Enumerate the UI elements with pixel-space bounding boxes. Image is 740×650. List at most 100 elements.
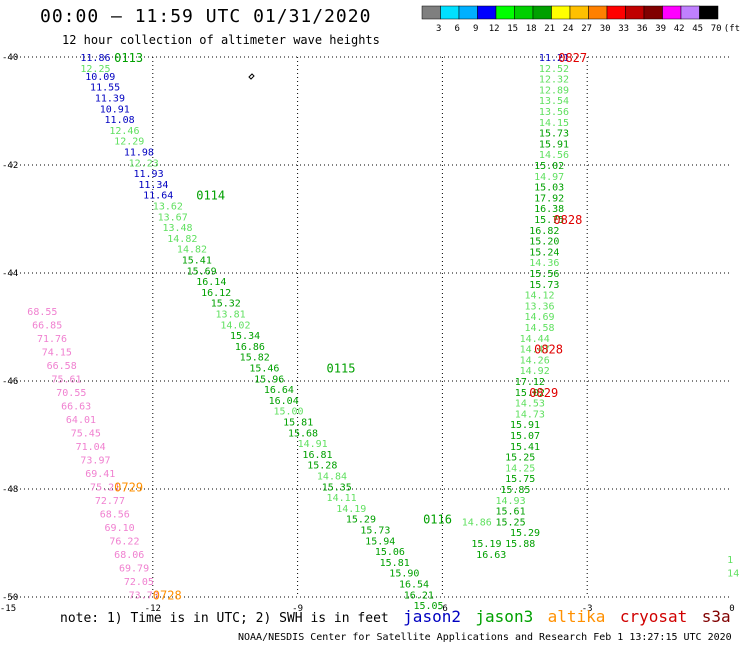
- pass-time-label: 0113: [114, 51, 143, 65]
- wave-height-label: 17.92: [534, 193, 564, 204]
- wave-height-label: 15.00: [273, 407, 303, 418]
- colorbar-tick-label: 3: [436, 24, 441, 34]
- wave-height-label: 15.82: [240, 353, 270, 364]
- plot-area: -15 -12 -9 -6 -3 0-40-42-44-46-48-5011.8612.2…: [0, 51, 739, 614]
- y-tick-label: -50: [2, 593, 18, 603]
- colorbar-swatch: [532, 5, 552, 20]
- wave-height-label: 11.93: [133, 169, 163, 180]
- wave-height-label: 15.24: [529, 247, 559, 258]
- wave-height-label: 16.54: [399, 580, 429, 591]
- y-tick-label: -44: [2, 269, 18, 279]
- wave-height-label: 12.25: [80, 64, 110, 75]
- wave-height-label: 13.62: [153, 202, 183, 213]
- wave-height-label: 11.08: [105, 115, 135, 126]
- colorbar-tick-label: 21: [544, 24, 555, 34]
- wave-height-label: 15.73: [360, 526, 390, 537]
- land-outline: [248, 73, 255, 80]
- colorbar-tick-label: 27: [581, 24, 592, 34]
- wave-height-label: 16.04: [269, 396, 299, 407]
- wave-height-label: 13.56: [539, 107, 569, 118]
- wave-height-label: 14.56: [539, 150, 569, 161]
- colorbar-swatch: [662, 5, 682, 20]
- wave-height-label: 15.35: [322, 482, 352, 493]
- legend-s3a: s3a: [701, 607, 731, 626]
- wave-height-label: 14.58: [524, 323, 554, 334]
- wave-height-label: 69.41: [85, 469, 115, 480]
- colorbar-swatch: [680, 5, 700, 20]
- wave-height-label: 15.73: [529, 280, 559, 291]
- wave-height-label: 71.04: [76, 442, 106, 453]
- colorbar-tick-label: 24: [563, 24, 574, 34]
- pass-time-label: 0829: [529, 386, 558, 400]
- wave-height-label: 14: [727, 569, 739, 580]
- colorbar-swatch: [421, 5, 441, 20]
- wave-height-label: 14.84: [317, 472, 347, 483]
- wave-height-label: 10.91: [100, 104, 130, 115]
- wave-height-label: 12.46: [109, 126, 139, 137]
- x-tick-label: -6: [437, 604, 448, 614]
- wave-height-label: 16.38: [534, 204, 564, 215]
- wave-height-label: 15.81: [283, 418, 313, 429]
- colorbar-tick-label: 45: [692, 24, 703, 34]
- legend: note: 1) Time is in UTC; 2) SWH is in fe…: [60, 607, 737, 626]
- colorbar-tick-label: 33: [618, 24, 629, 34]
- pass-time-label: 0115: [327, 362, 356, 376]
- wave-height-label: 15.68: [288, 428, 318, 439]
- wave-height-label: 14.91: [298, 439, 328, 450]
- wave-height-label: 66.85: [32, 320, 62, 331]
- colorbar-swatch: [551, 5, 571, 20]
- legend-altika: altika: [547, 607, 606, 626]
- wave-height-label: 14.19: [336, 504, 366, 515]
- colorbar-swatch: [569, 5, 589, 20]
- wave-height-label: 15.05: [413, 601, 443, 612]
- colorbar-tick-label: 18: [526, 24, 537, 34]
- colorbar-swatch: [495, 5, 515, 20]
- colorbar-swatch: [606, 5, 626, 20]
- colorbar-swatch: [477, 5, 497, 20]
- wave-height-label: 15.29: [346, 515, 376, 526]
- wave-height-label: 15.94: [365, 536, 395, 547]
- wave-height-label: 71.76: [37, 334, 67, 345]
- wave-height-label: 14.82: [167, 234, 197, 245]
- colorbar-tick-label: (ft): [724, 24, 740, 34]
- pass-time-label: 0114: [196, 189, 225, 203]
- wave-height-label: 64.01: [66, 415, 96, 426]
- colorbar-tick-label: 12: [489, 24, 500, 34]
- wave-height-label: 15.19: [471, 539, 501, 550]
- wave-height-label: 1: [727, 555, 733, 566]
- colorbar-tick-label: 9: [473, 24, 478, 34]
- wave-height-label: 15.02: [534, 161, 564, 172]
- colorbar-tick-label: 30: [600, 24, 611, 34]
- wave-height-label: 11.55: [90, 83, 120, 94]
- wave-height-label: 16.81: [302, 450, 332, 461]
- wave-height-label: 15.85: [500, 485, 530, 496]
- wave-height-label: 13.81: [216, 310, 246, 321]
- x-tick-label: -3: [582, 604, 593, 614]
- wave-height-label: 15.75: [534, 215, 564, 226]
- colorbar-tick-label: 70: [711, 24, 722, 34]
- wave-height-label: 14.53: [515, 399, 545, 410]
- wave-height-label: 15.41: [182, 256, 212, 267]
- wave-height-label: 12.32: [539, 75, 569, 86]
- wave-height-label: 68.56: [100, 509, 130, 520]
- legend-cryosat: cryosat: [619, 607, 688, 626]
- wave-height-label: 13.48: [162, 223, 192, 234]
- wave-height-label: 13.67: [158, 212, 188, 223]
- colorbar-swatch: [458, 5, 478, 20]
- wave-height-label: 15.29: [510, 528, 540, 539]
- colorbar-swatch: [588, 5, 608, 20]
- wave-height-label: 68.55: [27, 307, 57, 318]
- wave-height-label: 15.25: [505, 453, 535, 464]
- wave-height-label: 14.82: [177, 245, 207, 256]
- wave-height-label: 14.97: [534, 172, 564, 183]
- wave-height-label: 15.69: [187, 266, 217, 277]
- pass-time-label: 0728: [153, 588, 182, 602]
- wave-height-label: 15.03: [534, 183, 564, 194]
- wave-height-label: 15.34: [230, 331, 260, 342]
- wave-height-label: 16.86: [235, 342, 265, 353]
- wave-height-label: 15.88: [505, 539, 535, 550]
- y-tick-label: -42: [2, 161, 18, 171]
- wave-height-label: 14.93: [495, 496, 525, 507]
- wave-height-label: 14.25: [505, 463, 535, 474]
- pass-time-label: 0729: [114, 480, 143, 494]
